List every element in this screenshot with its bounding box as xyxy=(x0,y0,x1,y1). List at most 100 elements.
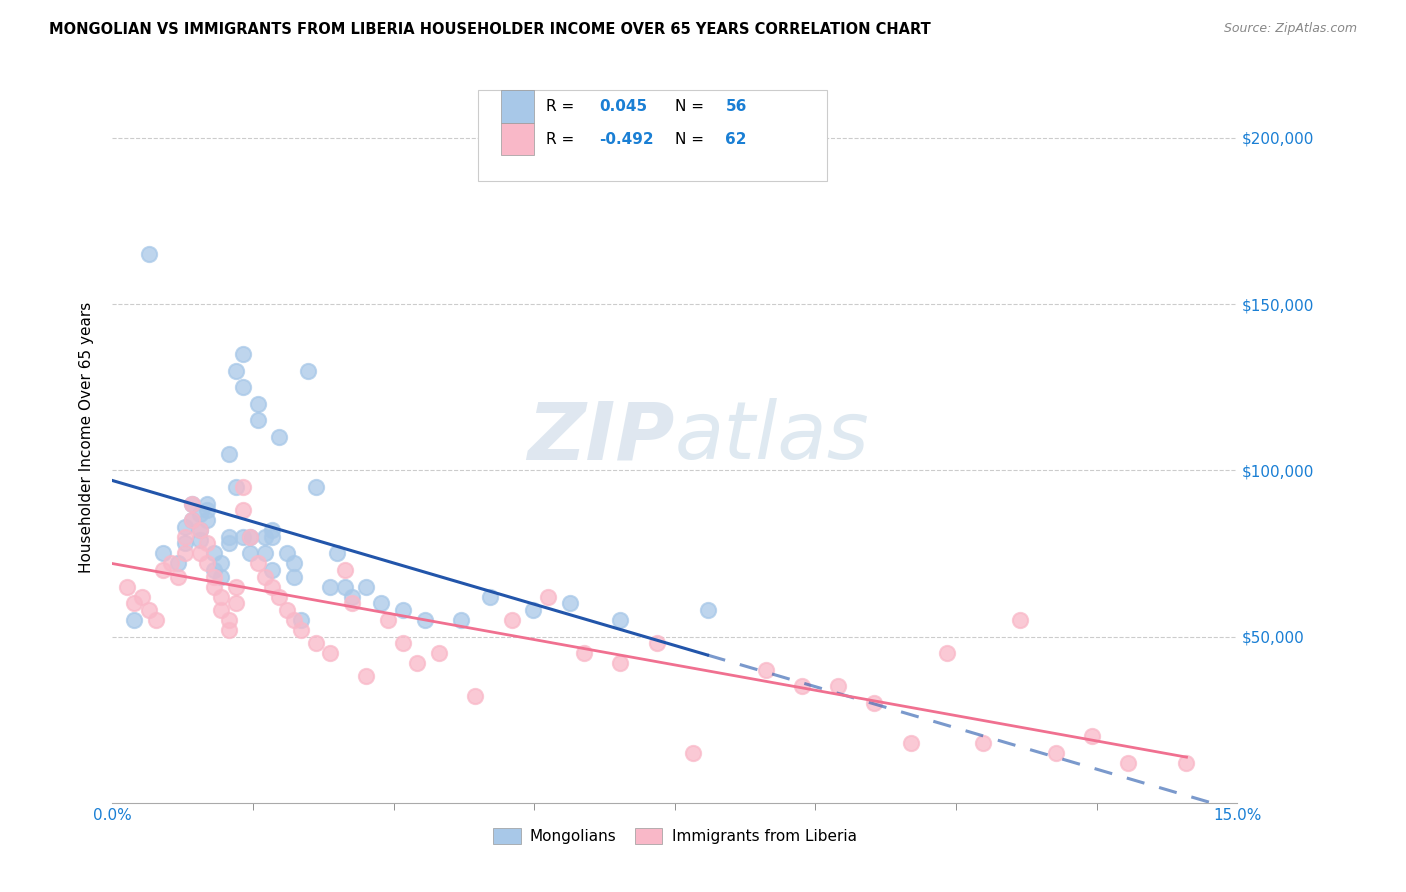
Point xyxy=(427,646,450,660)
Point xyxy=(152,546,174,560)
Point xyxy=(174,546,197,560)
Point xyxy=(413,613,436,627)
Point xyxy=(218,623,240,637)
Point xyxy=(145,613,167,627)
Point xyxy=(276,546,298,560)
Point xyxy=(356,669,378,683)
Point xyxy=(246,413,269,427)
Point xyxy=(188,523,211,537)
Point xyxy=(188,546,211,560)
Point xyxy=(305,636,328,650)
Point xyxy=(1008,613,1031,627)
Point xyxy=(253,530,276,544)
Point xyxy=(522,603,544,617)
Point xyxy=(166,570,188,584)
Text: R =: R = xyxy=(546,131,579,146)
Point xyxy=(262,530,284,544)
Point xyxy=(478,590,501,604)
Point xyxy=(305,480,328,494)
Point xyxy=(209,557,232,571)
Point xyxy=(174,530,197,544)
Point xyxy=(181,513,204,527)
Point xyxy=(1081,729,1104,743)
Point xyxy=(790,680,813,694)
Point xyxy=(262,580,284,594)
Point xyxy=(181,497,204,511)
Point xyxy=(333,563,356,577)
Point xyxy=(572,646,595,660)
Point xyxy=(122,596,145,610)
Point xyxy=(239,530,262,544)
Point xyxy=(283,557,305,571)
Point xyxy=(1118,756,1140,770)
Point xyxy=(269,590,291,604)
Point xyxy=(174,520,197,534)
Point xyxy=(558,596,581,610)
Point xyxy=(225,480,247,494)
Point xyxy=(269,430,291,444)
Point xyxy=(326,546,349,560)
Point xyxy=(174,536,197,550)
Point xyxy=(356,580,378,594)
Point xyxy=(319,646,342,660)
Text: N =: N = xyxy=(675,131,709,146)
Point xyxy=(195,497,218,511)
Point xyxy=(218,447,240,461)
Point xyxy=(340,596,363,610)
Point xyxy=(253,570,276,584)
Text: 56: 56 xyxy=(725,99,747,113)
Point xyxy=(319,580,342,594)
Point xyxy=(391,636,413,650)
Point xyxy=(609,613,631,627)
Point xyxy=(464,690,486,704)
Text: N =: N = xyxy=(675,99,709,113)
Text: MONGOLIAN VS IMMIGRANTS FROM LIBERIA HOUSEHOLDER INCOME OVER 65 YEARS CORRELATIO: MONGOLIAN VS IMMIGRANTS FROM LIBERIA HOU… xyxy=(49,22,931,37)
Point xyxy=(827,680,849,694)
Text: R =: R = xyxy=(546,99,579,113)
Point xyxy=(232,480,254,494)
Point xyxy=(181,513,204,527)
Point xyxy=(202,570,225,584)
Point xyxy=(297,363,319,377)
Text: ZIP: ZIP xyxy=(527,398,675,476)
Text: 0.045: 0.045 xyxy=(599,99,648,113)
Point xyxy=(246,397,269,411)
Point xyxy=(225,580,247,594)
Point xyxy=(262,523,284,537)
Point xyxy=(188,507,211,521)
Point xyxy=(1045,746,1067,760)
Point xyxy=(537,590,560,604)
Point xyxy=(239,530,262,544)
Point xyxy=(501,613,523,627)
Point xyxy=(202,580,225,594)
Point xyxy=(225,596,247,610)
Point xyxy=(166,557,188,571)
Point xyxy=(283,570,305,584)
Point xyxy=(283,613,305,627)
Point xyxy=(218,613,240,627)
Point xyxy=(936,646,959,660)
Point xyxy=(682,746,704,760)
Point xyxy=(188,523,211,537)
Point xyxy=(152,563,174,577)
Point xyxy=(195,503,218,517)
Point xyxy=(1175,756,1198,770)
Point xyxy=(755,663,778,677)
Point xyxy=(246,557,269,571)
Point xyxy=(232,380,254,394)
Point xyxy=(115,580,138,594)
Point xyxy=(900,736,922,750)
FancyBboxPatch shape xyxy=(501,90,534,122)
Point xyxy=(218,536,240,550)
Point xyxy=(276,603,298,617)
Text: Source: ZipAtlas.com: Source: ZipAtlas.com xyxy=(1223,22,1357,36)
Point xyxy=(122,613,145,627)
Point xyxy=(377,613,399,627)
Point xyxy=(209,570,232,584)
Point xyxy=(159,557,181,571)
Point xyxy=(340,590,363,604)
FancyBboxPatch shape xyxy=(478,90,827,181)
Point xyxy=(972,736,994,750)
Point xyxy=(195,513,218,527)
Point xyxy=(195,557,218,571)
